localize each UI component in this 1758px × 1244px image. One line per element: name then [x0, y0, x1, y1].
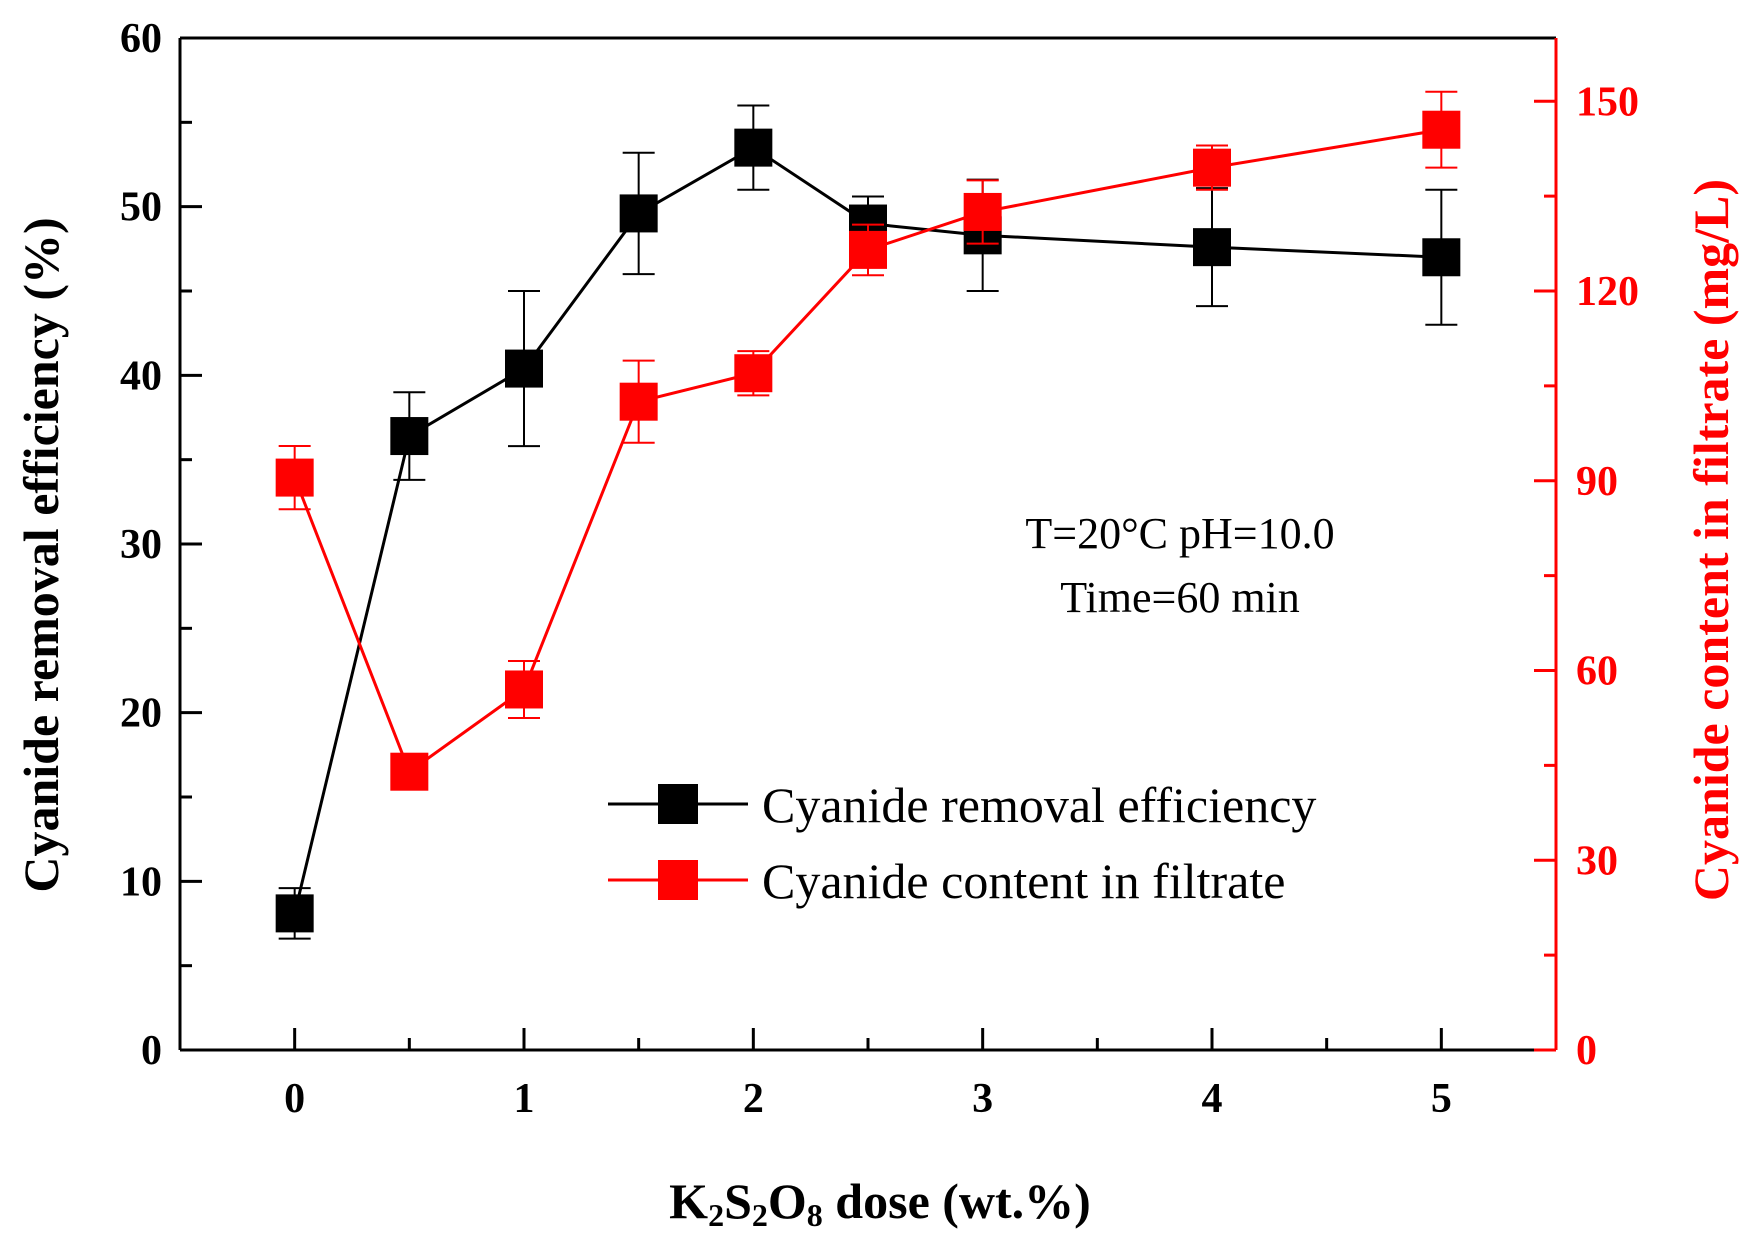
- data-point-1-6: [963, 192, 1002, 231]
- x-tick-label-4: 4: [1202, 1076, 1223, 1122]
- y2-tick-label-120: 120: [1576, 269, 1639, 315]
- y2-tick-label-90: 90: [1576, 459, 1618, 505]
- y-tick-label-50: 50: [120, 185, 162, 231]
- data-point-1-1: [390, 752, 429, 791]
- data-point-0-8: [1422, 238, 1461, 277]
- data-point-0-7: [1193, 228, 1231, 267]
- annotation-conditions: T=20°C pH=10.0: [1025, 509, 1334, 558]
- legend-label-content: Cyanide content in filtrate: [762, 853, 1285, 909]
- x-title-sub-2a: 2: [708, 1197, 724, 1233]
- data-point-1-7: [1193, 148, 1231, 187]
- x-tick-label-2: 2: [743, 1076, 764, 1122]
- y-tick-label-0: 0: [141, 1028, 162, 1074]
- legend-marker-removal: [658, 784, 698, 824]
- data-point-1-4: [734, 354, 773, 393]
- data-point-0-1: [390, 417, 429, 456]
- data-point-1-8: [1422, 110, 1461, 149]
- data-point-1-0: [275, 458, 314, 497]
- x-tick-label-3: 3: [972, 1076, 993, 1122]
- y-axis-title-right: Cyanide content in filtrate (mg/L): [1683, 179, 1739, 901]
- annotation-time: Time=60 min: [1060, 573, 1300, 622]
- x-tick-label-1: 1: [514, 1076, 535, 1122]
- y-tick-label-10: 10: [120, 859, 162, 905]
- y-tick-label-30: 30: [120, 522, 162, 568]
- y-tick-label-20: 20: [120, 691, 162, 737]
- y2-tick-label-30: 30: [1576, 838, 1618, 884]
- legend-marker-content: [658, 860, 698, 900]
- legend: Cyanide removal efficiency Cyanide conte…: [608, 777, 1316, 909]
- data-point-0-3: [619, 194, 658, 233]
- legend-label-removal: Cyanide removal efficiency: [762, 777, 1316, 833]
- x-title-k: K: [669, 1173, 708, 1229]
- data-point-1-2: [505, 670, 543, 709]
- x-title-sub-8: 8: [807, 1197, 823, 1233]
- data-point-0-0: [275, 894, 314, 933]
- x-title-sub-2b: 2: [752, 1197, 768, 1233]
- data-point-0-4: [734, 128, 773, 167]
- y-tick-label-60: 60: [120, 16, 162, 62]
- y2-tick-label-60: 60: [1576, 649, 1618, 695]
- data-point-1-5: [849, 230, 887, 269]
- x-tick-label-0: 0: [284, 1076, 305, 1122]
- x-title-rest: dose (wt.%): [823, 1173, 1091, 1229]
- x-axis-title: K2S2O8 dose (wt.%): [669, 1173, 1091, 1233]
- x-tick-label-5: 5: [1431, 1076, 1452, 1122]
- x-title-o: O: [768, 1173, 807, 1229]
- data-point-1-3: [619, 382, 658, 421]
- x-title-s: S: [724, 1173, 752, 1229]
- y-axis-title-left: Cyanide removal efficiency (%): [13, 217, 69, 892]
- data-point-0-2: [505, 349, 543, 388]
- y2-tick-label-0: 0: [1576, 1028, 1597, 1074]
- y2-tick-label-150: 150: [1576, 79, 1639, 125]
- y-tick-label-40: 40: [120, 353, 162, 399]
